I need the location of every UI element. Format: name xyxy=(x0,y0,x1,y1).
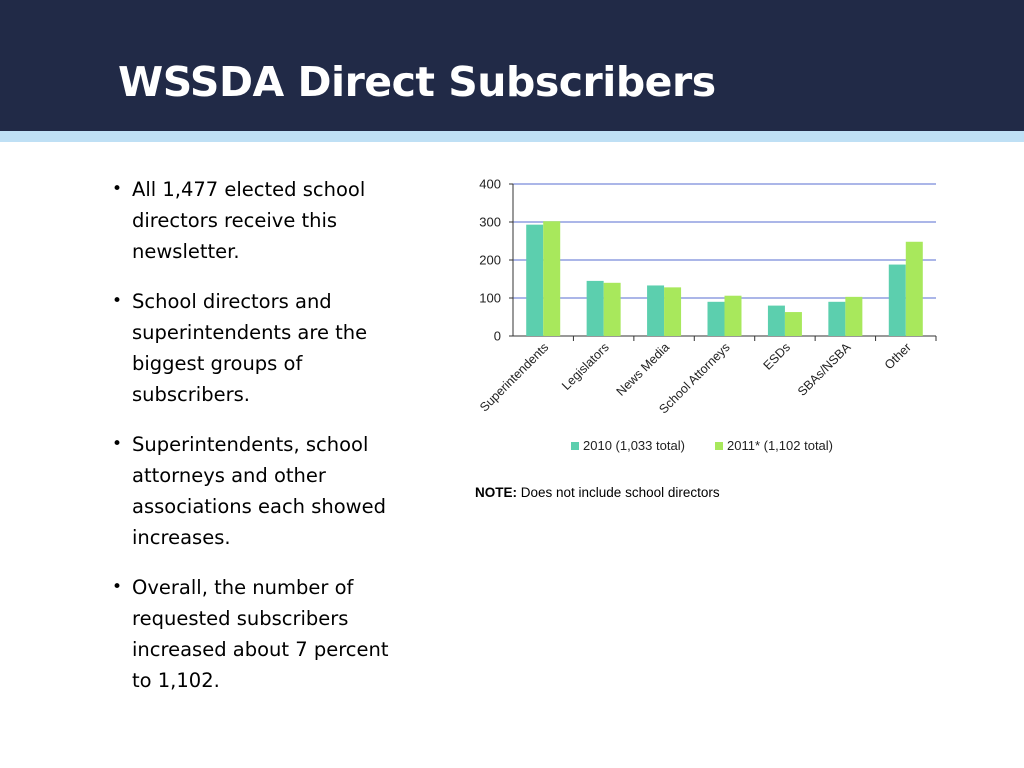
bullet-item: • Overall, the number of requested subscr… xyxy=(112,572,402,696)
bullet-dot: • xyxy=(112,434,123,454)
bullet-text: School directors and superintendents are… xyxy=(132,290,368,406)
bar-2010 xyxy=(586,280,604,336)
bar-2011 xyxy=(543,221,561,336)
chart-note: NOTE: Does not include school directors xyxy=(475,485,720,500)
bar-2010 xyxy=(828,301,846,336)
bullet-item: • School directors and superintendents ar… xyxy=(112,286,402,410)
bar-2010 xyxy=(888,264,906,336)
bar-2010 xyxy=(707,301,725,336)
slide-title: WSSDA Direct Subscribers xyxy=(118,58,716,106)
x-tick-label: Legislators xyxy=(559,340,612,393)
legend-swatch xyxy=(715,442,723,450)
x-tick-label: ESDs xyxy=(761,340,793,372)
bar-2011 xyxy=(664,287,682,336)
y-tick-label: 200 xyxy=(479,253,501,268)
chart-svg: 0 100 200 300 400 Superintendents Legislators N… xyxy=(477,177,937,453)
legend-swatch xyxy=(571,442,579,450)
bar-2011 xyxy=(905,241,923,336)
bar-2010 xyxy=(526,224,544,336)
bullet-item: • All 1,477 elected school directors rece… xyxy=(112,174,402,267)
legend-label: 2011* (1,102 total) xyxy=(727,438,833,453)
bullet-dot: • xyxy=(112,179,123,199)
x-tick-label: News Media xyxy=(614,340,673,399)
bullet-text: All 1,477 elected school directors recei… xyxy=(132,178,366,263)
bar-2010 xyxy=(647,285,665,336)
bar-2010 xyxy=(767,305,785,336)
legend-label: 2010 (1,033 total) xyxy=(583,438,685,453)
bar-2011 xyxy=(724,295,742,336)
bullet-dot: • xyxy=(112,291,123,311)
y-tick-label: 100 xyxy=(479,291,501,306)
bullet-dot: • xyxy=(112,577,123,597)
note-label: NOTE: xyxy=(475,485,517,500)
bar-2011 xyxy=(603,282,621,336)
accent-bar xyxy=(0,131,1024,142)
bar-chart: 0 100 200 300 400 Superintendents Legislators N… xyxy=(462,170,946,470)
y-tick-label: 0 xyxy=(494,329,501,344)
bullet-text: Superintendents, school attorneys and ot… xyxy=(132,433,386,549)
x-tick-label: Other xyxy=(882,340,914,372)
bar-2011 xyxy=(845,296,863,336)
note-text: Does not include school directors xyxy=(517,485,720,500)
x-tick-label: Superintendents xyxy=(477,340,551,414)
bullet-list: • All 1,477 elected school directors rece… xyxy=(112,174,402,715)
title-bar xyxy=(0,0,1024,131)
bullet-item: • Superintendents, school attorneys and o… xyxy=(112,429,402,553)
bar-2011 xyxy=(784,312,802,336)
y-tick-label: 300 xyxy=(479,215,501,230)
y-tick-label: 400 xyxy=(479,177,501,192)
x-tick-label: SBAs/NSBA xyxy=(795,340,854,399)
bullet-text: Overall, the number of requested subscri… xyxy=(132,576,389,692)
